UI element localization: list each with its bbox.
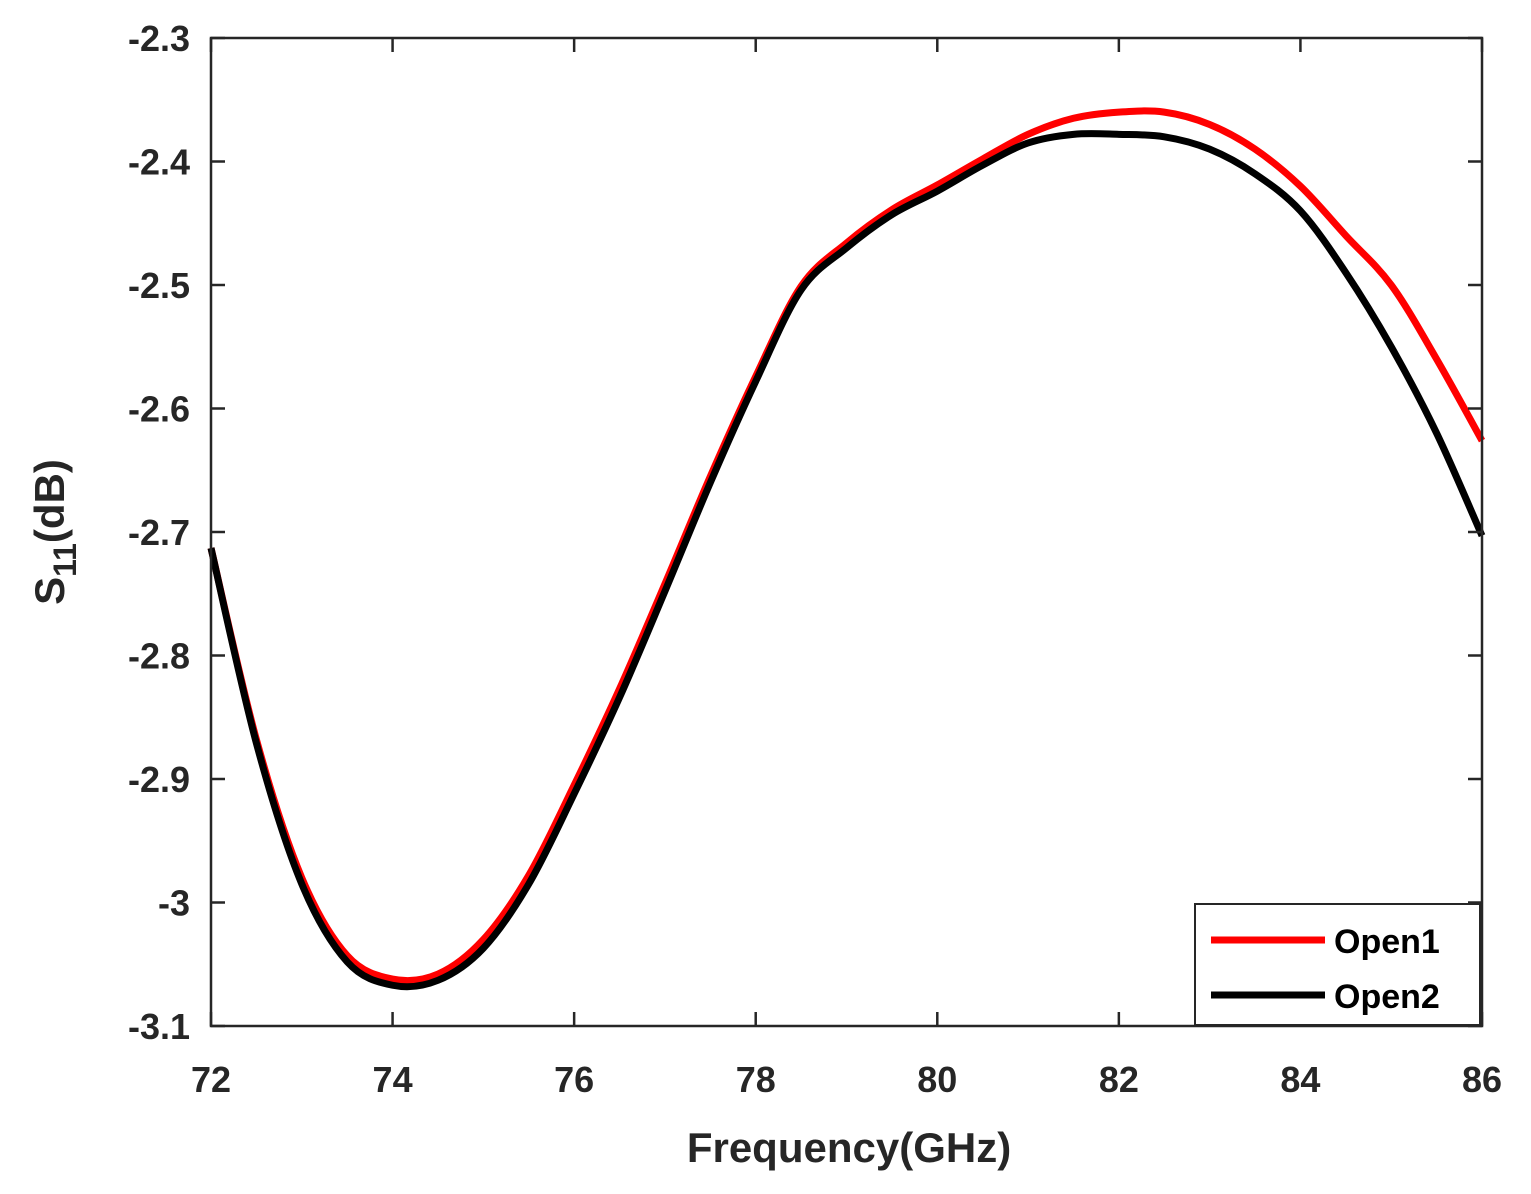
y-axis-title: S11(dB) [26,459,83,605]
x-axis-title: Frequency(GHz) [687,1124,1011,1171]
y-tick-label: -2.5 [128,265,190,306]
axes-box [209,36,1484,1028]
series-layer [207,107,1486,991]
y-tick-label: -2.8 [128,636,190,677]
svg-text:S11(dB): S11(dB) [26,459,83,605]
x-tick-label: 84 [1280,1059,1320,1100]
y-tick-label: -2.4 [128,142,190,183]
x-tick-label: 82 [1099,1059,1139,1100]
legend-label-open1: Open1 [1334,923,1440,961]
y-tick-label: -3 [158,883,190,924]
y-tick-label: -3.1 [128,1006,190,1047]
x-tick-label: 78 [736,1059,776,1100]
legend-label-open2: Open2 [1334,978,1440,1016]
y-tick-label: -2.7 [128,512,190,553]
x-tick-label: 72 [191,1059,231,1100]
x-tick-labels: 72 74 76 78 80 82 84 86 [191,1059,1502,1100]
x-tick-label: 74 [373,1059,413,1100]
x-tick-label: 80 [917,1059,957,1100]
x-tick-label: 76 [554,1059,594,1100]
y-tick-label: -2.3 [128,18,190,59]
y-axis-title-suffix: (dB) [26,459,73,543]
y-tick-label: -2.9 [128,759,190,800]
y-axis-title-subscript: 11 [47,543,83,577]
x-tick-label: 86 [1462,1059,1502,1100]
legend-box [1194,903,1481,1026]
y-axis-title-main: S [26,577,73,605]
plot-area [211,38,1482,1026]
y-tick-label: -2.6 [128,389,190,430]
legend: Open1 Open2 [1194,903,1481,1026]
y-tick-labels: -2.3 -2.4 -2.5 -2.6 -2.7 -2.8 -2.9 -3 -3.1 [128,18,190,1047]
series-line-open2 [207,130,1486,991]
